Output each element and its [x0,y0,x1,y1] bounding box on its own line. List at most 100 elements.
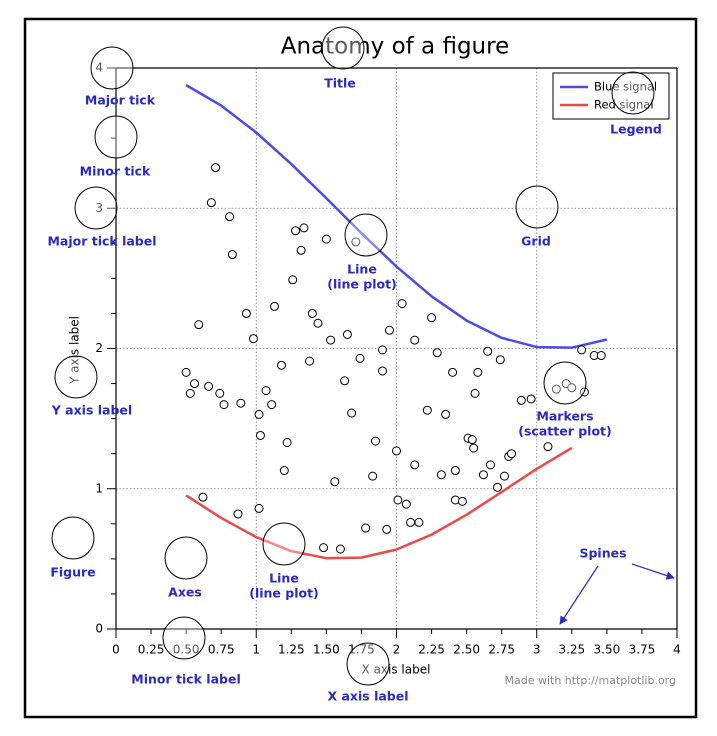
y-tick-label: 2 [95,341,103,355]
scatter-marker [190,379,200,389]
scatter-marker [296,245,306,255]
x-tick-label: 3.25 [558,643,585,657]
scatter-marker [577,345,587,355]
scatter-marker [206,198,216,208]
scatter-marker [377,366,387,376]
scatter-marker [279,466,289,476]
annotation-label: Axes [168,585,202,600]
scatter-marker [335,544,345,554]
annotation-label: (line plot) [327,277,397,292]
scatter-marker [291,226,301,236]
scatter-marker [450,466,460,476]
annotation-circle [262,522,306,566]
annotation-circle [51,516,95,560]
annotation-label: Minor tick [80,164,151,179]
scatter-marker [401,499,411,509]
scatter-marker [457,496,467,506]
annotation-circle [344,213,388,257]
scatter-marker [492,482,502,492]
scatter-marker [276,360,286,370]
scatter-marker [215,388,225,398]
scatter-marker [219,400,229,410]
annotation-label: Grid [521,234,551,249]
scatter-marker [384,325,394,335]
scatter-marker [254,503,264,513]
scatter-marker [181,367,191,377]
scatter-marker [469,443,479,453]
scatter-marker [397,299,407,309]
scatter-marker [330,477,340,487]
scatter-marker [427,313,437,323]
scatter-marker [204,381,214,391]
annotation-label: Minor tick label [131,672,241,687]
legend-label: Red signal [594,98,654,112]
legend-label: Blue signal [594,80,657,94]
scatter-marker [370,436,380,446]
scatter-marker [485,460,495,470]
scatter-marker [319,543,329,553]
annotation-label: Legend [610,122,662,137]
annotation-label: Figure [50,565,95,580]
scatter-marker [299,223,309,233]
x-tick-label: 0.75 [208,643,235,657]
scatter-marker [340,376,350,386]
annotation-circle [543,361,587,405]
scatter-marker [313,318,323,328]
scatter-marker [236,398,246,408]
annotation-label: Markers [536,409,593,424]
scatter-marker [347,408,357,418]
credit: Made with http://matplotlib.org [505,674,677,687]
scatter-marker [248,334,258,344]
annotation-label: Major tick label [47,234,156,249]
scatter-marker [233,509,243,519]
scatter-marker [267,400,277,410]
annotation-circle [54,355,98,399]
scatter-marker [225,212,235,222]
x-tick-label: 1.75 [348,643,375,657]
scatter-marker [198,492,208,502]
x-tick-label: 2.25 [418,643,445,657]
scatter-marker [567,383,577,393]
scatter-marker [393,495,403,505]
annotation-circle [515,185,559,229]
y-tick-label: 0 [95,622,103,636]
scatter-marker [499,471,509,481]
x-tick-label: 1 [252,643,260,657]
scatter-marker [470,388,480,398]
annotation-label: Spines [579,546,626,561]
scatter-marker [326,335,336,345]
x-tick-label: 1.50 [313,643,340,657]
scatter-marker [392,446,401,456]
scatter-marker [342,329,352,339]
scatter-marker [507,449,517,459]
scatter-marker [526,394,536,404]
chart-title: Anatomy of a figure [281,34,509,60]
annotation-circle [321,26,365,70]
scatter-marker [543,442,553,452]
annotation-circle [94,115,138,159]
scatter-marker [261,386,271,396]
scatter-marker [483,346,493,356]
scatter-marker [473,367,483,377]
x-tick-label: 3 [533,643,541,657]
annotation-label: Line [269,571,299,586]
x-tick-label: 3.75 [629,643,656,657]
x-tick-label: 2.75 [488,643,515,657]
x-tick-label: 2 [393,643,401,657]
scatter-marker [432,348,442,358]
annotation-label: X axis label [328,689,409,704]
y-tick-label: 1 [95,481,103,495]
scatter-marker [516,395,526,405]
x-tick-label: 4 [673,643,681,657]
x-tick-label: 0.50 [173,643,200,657]
x-tick-label: 0 [112,643,120,657]
scatter-marker [269,301,279,311]
scatter-marker [255,430,265,440]
y-tick-label: 3 [95,201,103,215]
scatter-marker [406,517,416,527]
scatter-marker [307,308,317,318]
x-tick-label: 1.25 [278,643,305,657]
scatter-marker [194,320,204,330]
